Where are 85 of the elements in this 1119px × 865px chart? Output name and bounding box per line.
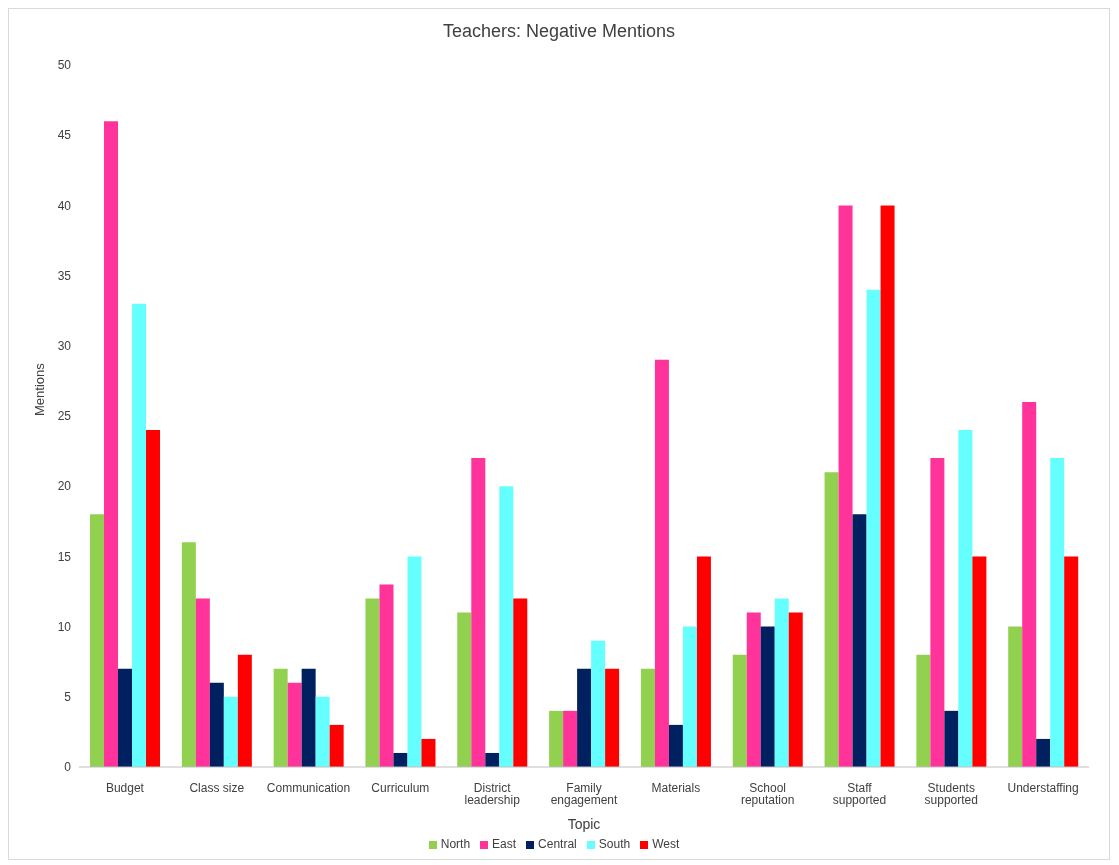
x-tick-label: Understaffing bbox=[1007, 780, 1079, 795]
x-tick-label: Students supported bbox=[924, 780, 978, 807]
bar bbox=[563, 710, 578, 767]
bar bbox=[209, 682, 224, 767]
legend-label: East bbox=[492, 837, 517, 851]
bar bbox=[132, 303, 147, 767]
bar bbox=[329, 724, 344, 767]
bar bbox=[549, 710, 564, 767]
bar bbox=[1008, 626, 1023, 767]
y-tick-label: 0 bbox=[64, 760, 72, 775]
bar bbox=[485, 752, 500, 767]
y-tick-label: 30 bbox=[57, 339, 72, 354]
bar bbox=[223, 696, 238, 767]
bar bbox=[958, 430, 973, 767]
bar bbox=[273, 668, 288, 767]
y-tick-label: 35 bbox=[57, 268, 72, 283]
x-tick-label: Family engagement bbox=[550, 780, 619, 807]
bar bbox=[1036, 738, 1051, 767]
bar bbox=[774, 598, 789, 767]
bar bbox=[104, 121, 119, 767]
x-tick-label: School reputation bbox=[740, 780, 795, 807]
bar bbox=[195, 598, 210, 767]
bar bbox=[591, 640, 606, 767]
legend-label: Central bbox=[538, 837, 577, 851]
legend-label: West bbox=[652, 837, 680, 851]
bar bbox=[90, 514, 105, 767]
x-tick-label: Curriculum bbox=[371, 780, 430, 795]
bar bbox=[732, 654, 747, 767]
y-axis-title: Mentions bbox=[31, 362, 47, 416]
bar bbox=[668, 724, 683, 767]
x-tick-label: Communication bbox=[266, 780, 351, 795]
bar bbox=[379, 584, 394, 767]
bar bbox=[393, 752, 408, 767]
bar bbox=[365, 598, 380, 767]
bar bbox=[301, 668, 316, 767]
bar bbox=[972, 556, 987, 767]
x-tick-label: Staff supported bbox=[832, 780, 887, 807]
bar bbox=[471, 458, 486, 767]
bar bbox=[852, 514, 867, 767]
bar bbox=[788, 612, 803, 767]
bar bbox=[682, 626, 697, 767]
bar bbox=[577, 668, 592, 767]
bar bbox=[181, 542, 196, 767]
legend-label: South bbox=[598, 837, 631, 851]
bar bbox=[457, 612, 472, 767]
x-axis-title: Topic bbox=[567, 816, 601, 832]
legend-label: North bbox=[440, 837, 471, 851]
y-tick-label: 10 bbox=[57, 619, 72, 634]
bar bbox=[640, 668, 655, 767]
bar bbox=[1022, 401, 1037, 767]
bar bbox=[696, 556, 711, 767]
bar bbox=[916, 654, 931, 767]
bar bbox=[838, 205, 853, 767]
bar bbox=[1050, 458, 1065, 767]
y-tick-label: 5 bbox=[64, 690, 72, 705]
bar bbox=[315, 696, 330, 767]
y-tick-label: 20 bbox=[57, 479, 72, 494]
bar bbox=[237, 654, 252, 767]
y-tick-label: 15 bbox=[57, 549, 72, 564]
bar bbox=[930, 458, 945, 767]
bar bbox=[760, 626, 775, 767]
chart-title: Teachers: Negative Mentions bbox=[441, 20, 677, 43]
bar bbox=[866, 289, 881, 767]
y-tick-label: 40 bbox=[57, 198, 72, 213]
bar bbox=[421, 738, 436, 767]
x-tick-label: Class size bbox=[189, 780, 245, 795]
bar bbox=[118, 668, 133, 767]
bar bbox=[499, 486, 514, 767]
y-tick-label: 25 bbox=[57, 409, 72, 424]
bar bbox=[605, 668, 620, 767]
x-tick-label: District leadership bbox=[464, 780, 521, 807]
y-tick-label: 45 bbox=[57, 128, 72, 143]
bar bbox=[1064, 556, 1079, 767]
bar bbox=[944, 710, 959, 767]
bar bbox=[746, 612, 761, 767]
y-tick-label: 50 bbox=[57, 58, 72, 73]
bar bbox=[407, 556, 422, 767]
bar bbox=[287, 682, 302, 767]
bar bbox=[654, 359, 669, 767]
bar bbox=[824, 472, 839, 767]
bar bbox=[880, 205, 895, 767]
bar bbox=[146, 430, 161, 767]
bar bbox=[513, 598, 528, 767]
x-tick-label: Materials bbox=[651, 780, 701, 795]
x-tick-label: Budget bbox=[105, 780, 145, 795]
